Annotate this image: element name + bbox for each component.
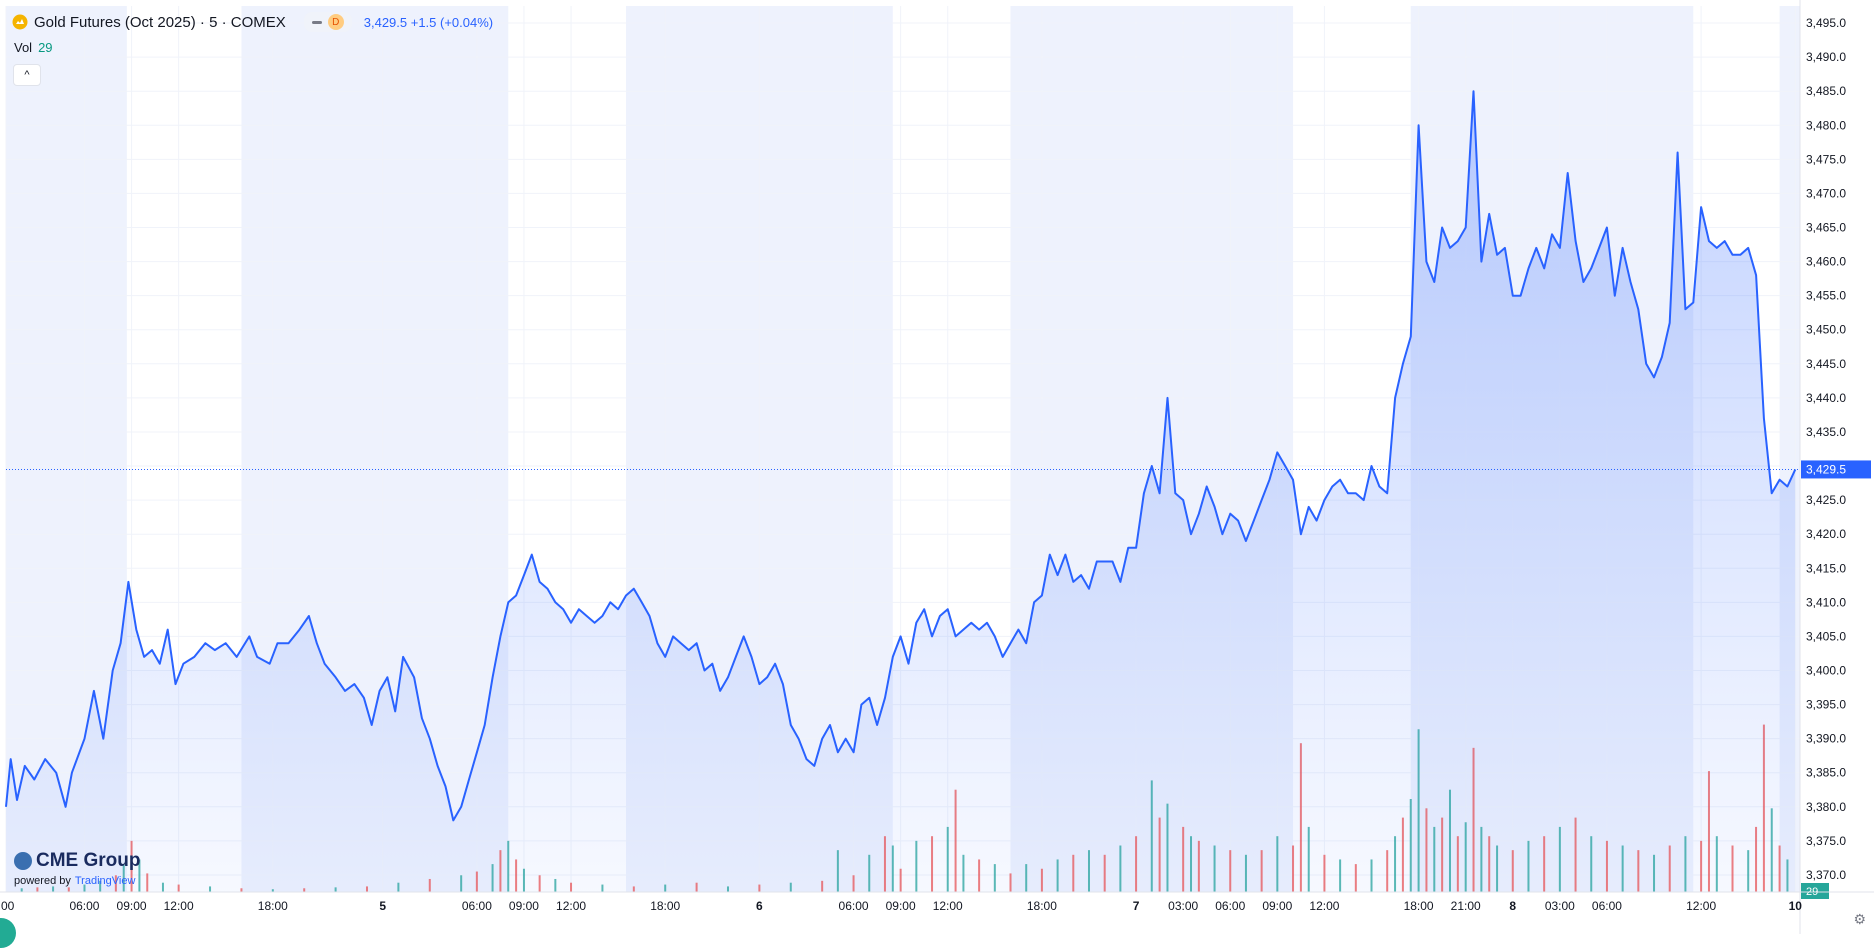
interval-badge: D: [327, 14, 344, 30]
x-tick-label: 09:00: [886, 899, 916, 913]
x-tick-label: 10: [1789, 899, 1803, 913]
logo-text: CME Group: [36, 850, 141, 871]
y-tick-label: 3,425.0: [1806, 493, 1846, 507]
y-tick-label: 3,485.0: [1806, 84, 1846, 98]
price-change: 3,429.5 +1.5 (+0.04%): [363, 14, 494, 30]
x-tick-label: 06:00: [462, 899, 492, 913]
y-tick-label: 3,410.0: [1806, 595, 1846, 609]
symbol-title[interactable]: Gold Futures (Oct 2025) · 5 · COMEX: [34, 13, 286, 31]
y-tick-label: 3,490.0: [1806, 50, 1846, 64]
y-tick-label: 3,450.0: [1806, 323, 1846, 337]
y-tick-label: 3,390.0: [1806, 732, 1846, 746]
y-tick-label: 3,480.0: [1806, 118, 1846, 132]
y-tick-label: 3,455.0: [1806, 289, 1846, 303]
y-tick-label: 3,385.0: [1806, 766, 1846, 780]
y-tick-label: 3,415.0: [1806, 561, 1846, 575]
chevron-up-icon[interactable]: ^: [13, 64, 41, 86]
interval-pill[interactable]: D: [303, 12, 352, 32]
x-tick-label: 6: [756, 899, 763, 913]
gear-icon[interactable]: ⚙: [1853, 911, 1866, 927]
x-tick-label: 7: [1133, 899, 1140, 913]
x-tick-label: 06:00: [1215, 899, 1245, 913]
y-tick-label: 3,445.0: [1806, 357, 1846, 371]
powered-label: powered by: [14, 875, 71, 887]
x-axis[interactable]: :00 06:00 09:00 12:00 18:00 5 06:00 09:00 12:00 1…: [0, 891, 1874, 913]
x-tick-label: 06:00: [69, 899, 99, 913]
volume-label: Vol: [14, 40, 33, 55]
y-tick-label: 3,375.0: [1806, 834, 1846, 848]
last-price-badge: [1801, 460, 1871, 479]
volume-value: 29: [38, 40, 53, 55]
last-price-label: 3,429.5: [1806, 462, 1846, 476]
y-tick-label: 3,475.0: [1806, 152, 1846, 166]
y-tick-label: 3,395.0: [1806, 698, 1846, 712]
x-tick-label: 5: [379, 899, 386, 913]
volume-legend[interactable]: Vol 29: [14, 40, 53, 55]
x-tick-label: 18:00: [650, 899, 680, 913]
x-tick-label: 18:00: [1027, 899, 1057, 913]
chart-legend: Gold Futures (Oct 2025) · 5 · COMEX D 3,…: [12, 12, 493, 32]
x-tick-label: 21:00: [1451, 899, 1481, 913]
x-tick-label: 12:00: [1309, 899, 1339, 913]
x-tick-label: 03:00: [1545, 899, 1575, 913]
x-tick-label: 12:00: [556, 899, 586, 913]
x-tick-label: 06:00: [1592, 899, 1622, 913]
globe-icon: [14, 852, 32, 870]
cme-logo: CME Group: [14, 850, 141, 872]
collapse-symbol: ^: [24, 69, 30, 81]
x-tick-label: :00: [0, 899, 15, 913]
y-tick-label: 3,440.0: [1806, 391, 1846, 405]
minus-icon: [311, 20, 322, 24]
y-tick-label: 3,380.0: [1806, 800, 1846, 814]
volume-badge: [1801, 883, 1829, 899]
x-tick-label: 12:00: [164, 899, 194, 913]
y-tick-label: 3,465.0: [1806, 221, 1846, 235]
y-tick-label: 3,460.0: [1806, 255, 1846, 269]
y-tick-label: 3,370.0: [1806, 868, 1846, 882]
x-tick-label: 8: [1509, 899, 1516, 913]
x-tick-label: 12:00: [1686, 899, 1716, 913]
y-tick-label: 3,405.0: [1806, 629, 1846, 643]
y-tick-label: 3,495.0: [1806, 16, 1846, 30]
y-tick-label: 3,470.0: [1806, 186, 1846, 200]
x-tick-label: 09:00: [509, 899, 539, 913]
price-area: [5, 90, 1800, 892]
y-tick-label: 3,400.0: [1806, 664, 1846, 678]
globe-icon: [12, 14, 28, 30]
x-tick-label: 09:00: [117, 899, 147, 913]
x-tick-label: 18:00: [258, 899, 288, 913]
y-axis[interactable]: 3,495.0 3,490.0 3,485.0 3,480.0 3,475.0 3,470…: [1799, 0, 1871, 934]
y-tick-label: 3,420.0: [1806, 527, 1846, 541]
x-tick-label: 06:00: [839, 899, 869, 913]
x-tick-label: 18:00: [1404, 899, 1434, 913]
x-tick-label: 09:00: [1262, 899, 1292, 913]
powered-by[interactable]: powered by TradingView: [14, 875, 135, 887]
y-tick-label: 3,435.0: [1806, 425, 1846, 439]
x-tick-label: 12:00: [933, 899, 963, 913]
x-tick-label: 03:00: [1168, 899, 1198, 913]
price-area-fill: [6, 91, 1796, 892]
price-line: [5, 90, 1797, 822]
tradingview-label: TradingView: [74, 875, 136, 887]
